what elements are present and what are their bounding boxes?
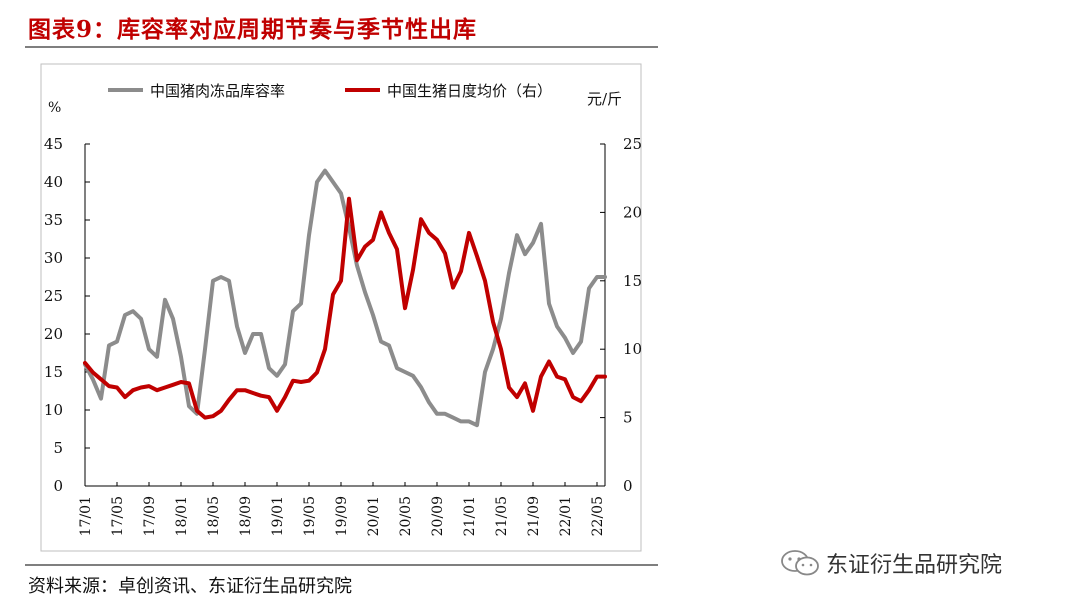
x-tick-label: 22/01 <box>558 496 574 536</box>
x-tick-label: 19/09 <box>334 496 350 536</box>
source-rule <box>25 564 658 566</box>
y-right-tick-label: 0 <box>623 477 633 495</box>
chart-axes: 0 5 10 15 20 25 30 35 40 45 0 5 10 15 20 25% 元/斤 17/01 17/… <box>44 90 642 536</box>
x-tick-label: 19/05 <box>302 496 318 536</box>
y-left-tick-label: 0 <box>53 477 63 495</box>
title-rule <box>25 46 658 48</box>
y-left-tick-label: 30 <box>44 249 63 267</box>
y-left-unit: % <box>48 100 61 116</box>
chart-legend: 中国猪肉冻品库容率 中国生猪日度均价（右） <box>108 82 552 100</box>
x-tick-label: 21/05 <box>494 496 510 536</box>
x-tick-label: 17/01 <box>78 496 94 536</box>
y-left-tick-label: 15 <box>44 363 63 381</box>
y-right-tick-label: 15 <box>623 272 642 290</box>
y-right-tick-label: 25 <box>623 135 642 153</box>
series-line-2 <box>83 196 607 420</box>
chart-frame <box>40 63 642 552</box>
watermark: 东证衍生品研究院 <box>780 547 1002 579</box>
x-tick-label: 21/01 <box>462 496 478 536</box>
x-tick-label: 20/05 <box>398 496 414 536</box>
wechat-icon <box>781 550 819 576</box>
y-right-tick-label: 20 <box>623 203 642 221</box>
figure-title: 图表9：库容率对应周期节奏与季节性出库 <box>28 16 478 43</box>
chart-series <box>83 168 607 428</box>
y-left-tick-label: 20 <box>44 325 63 343</box>
y-left-tick-label: 5 <box>53 439 63 457</box>
x-tick-label: 18/05 <box>206 496 222 536</box>
y-left-tick-label: 40 <box>44 173 63 191</box>
y-left-tick-label: 10 <box>44 401 63 419</box>
x-tick-label: 22/05 <box>590 496 606 536</box>
source-note: 资料来源：卓创资讯、东证衍生品研究院 <box>28 576 352 597</box>
x-tick-label: 18/09 <box>238 496 254 536</box>
y-right-unit: 元/斤 <box>587 90 622 108</box>
x-tick-label: 20/09 <box>430 496 446 536</box>
watermark-text: 东证衍生品研究院 <box>826 553 1003 578</box>
x-tick-label: 19/01 <box>270 496 286 536</box>
x-tick-label: 17/05 <box>110 496 126 536</box>
legend-label-1: 中国猪肉冻品库容率 <box>150 82 285 100</box>
y-left-tick-label: 35 <box>44 211 63 229</box>
x-tick-label: 21/09 <box>526 496 542 536</box>
x-tick-label: 18/01 <box>174 496 190 536</box>
x-tick-label: 20/01 <box>366 496 382 536</box>
y-right-tick-label: 5 <box>623 409 633 427</box>
y-left-tick-label: 45 <box>44 135 63 153</box>
y-left-tick-label: 25 <box>44 287 63 305</box>
y-right-tick-label: 10 <box>623 340 642 358</box>
series-line-1 <box>83 168 607 428</box>
x-tick-label: 17/09 <box>142 496 158 536</box>
legend-label-2: 中国生猪日度均价（右） <box>387 82 552 100</box>
